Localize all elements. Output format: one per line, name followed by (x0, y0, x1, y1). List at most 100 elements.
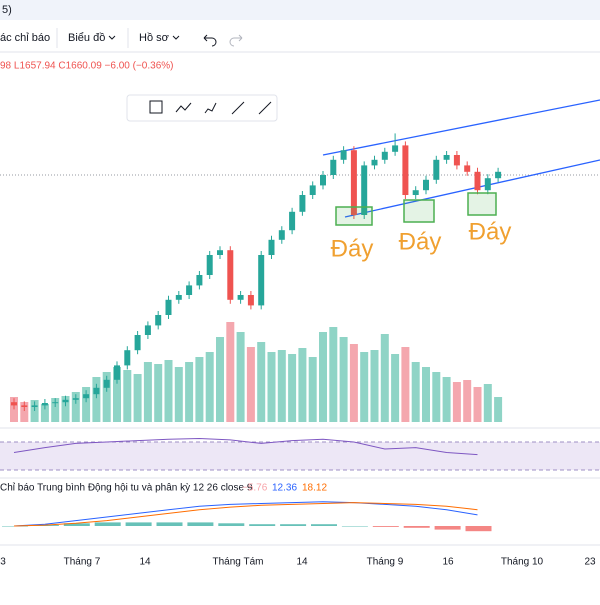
volume-bar (349, 344, 358, 422)
macd-histogram (280, 524, 307, 526)
undo-button[interactable] (203, 34, 217, 47)
volume-bar (360, 352, 369, 422)
chevron (108, 35, 116, 40)
volume-bar (246, 347, 255, 422)
candle-body (186, 285, 193, 295)
macd-histogram (218, 523, 245, 526)
volume-bar (329, 327, 338, 422)
tool-line[interactable] (231, 101, 245, 115)
volume-bar (452, 382, 461, 422)
volume-bar (308, 357, 317, 422)
candle-body (41, 403, 48, 406)
macd-histogram (187, 522, 214, 526)
candle-body (392, 145, 399, 152)
macd-histogram (249, 524, 276, 526)
volume-bar (370, 350, 379, 422)
candle-body (330, 159, 337, 175)
bottom-box (335, 206, 373, 226)
candle-body (52, 402, 59, 404)
annotation: Đáy (331, 235, 374, 262)
candle-body (464, 165, 471, 172)
volume-bar (463, 380, 472, 422)
volume-bar (20, 402, 29, 422)
candle-body (21, 405, 28, 407)
candle-body (237, 295, 244, 300)
x-tick-label: Tháng 10 (501, 557, 544, 568)
candle-body (309, 185, 316, 195)
candle-body (31, 405, 38, 407)
x-tick-label: Tháng 7 (64, 557, 101, 568)
candle-body (453, 155, 460, 166)
x-tick-label: 14 (139, 557, 151, 568)
volume-bar (154, 364, 163, 422)
x-tick-label: 16 (442, 557, 454, 568)
volume-bar (422, 367, 430, 422)
tool-polyline[interactable] (204, 102, 217, 114)
candle-body (381, 151, 388, 160)
volume-bar (185, 362, 194, 422)
volume-bar (257, 342, 266, 422)
tab-bar (0, 0, 600, 20)
candle-body (484, 178, 491, 191)
drawing-toolbar (126, 94, 278, 122)
candle-body (11, 402, 17, 406)
candle-body (134, 335, 141, 351)
candle-body (361, 165, 368, 215)
candle-body (412, 190, 419, 195)
profile-button[interactable]: Hồ sơ (139, 32, 169, 44)
candle-body (299, 195, 306, 212)
chevron (172, 35, 180, 40)
x-tick-label: Tháng 9 (367, 557, 404, 568)
candle-body (103, 379, 110, 388)
macd-label: Chỉ báo Trung bình Động hội tu và phân k… (0, 482, 253, 494)
volume-bar (113, 367, 121, 422)
candle-body (83, 394, 90, 399)
volume-bar (51, 398, 60, 422)
volume-bar (40, 404, 49, 422)
volume-bar (195, 357, 204, 422)
volume-bar (10, 397, 18, 422)
candle-body (72, 398, 79, 400)
candle-body (402, 145, 409, 195)
volume-bar (339, 337, 348, 422)
volume-bar (380, 334, 389, 422)
indicators-button[interactable]: ác chỉ báo (0, 32, 50, 44)
candle-body (175, 295, 182, 300)
volume-bar (226, 322, 235, 422)
volume-bar (82, 387, 91, 422)
macd-histogram (94, 522, 121, 526)
tab-title[interactable]: 5) (2, 4, 12, 16)
macd-histogram (156, 522, 183, 526)
bottom-box (467, 192, 497, 216)
bottom-box (403, 199, 435, 223)
redo-button[interactable] (229, 34, 243, 47)
x-tick-label: 3 (0, 557, 6, 568)
candle-body (62, 399, 69, 403)
candle-body (93, 387, 100, 395)
volume-bar (277, 350, 286, 422)
volume-bar (216, 337, 224, 422)
macd-line (13, 501, 478, 527)
candle-body (320, 175, 326, 186)
candle-body (443, 155, 450, 160)
volume-bar (123, 370, 132, 422)
volume-bar (288, 354, 297, 422)
tool-path[interactable] (175, 102, 192, 113)
volume-bar (71, 392, 80, 422)
macd-histogram (341, 526, 368, 527)
volume-bar (473, 387, 482, 422)
candle-body (289, 211, 296, 231)
volume-bar (494, 397, 503, 422)
tool-ray[interactable] (258, 101, 272, 115)
volume-bar (61, 396, 70, 422)
candle-body (206, 255, 213, 275)
rsi-band (0, 442, 600, 470)
tool-rectangle[interactable] (149, 100, 163, 114)
rsi-line (13, 437, 478, 456)
trend-line (322, 99, 600, 156)
chart-button[interactable]: Biểu đồ (68, 32, 105, 44)
volume-bar (102, 372, 111, 422)
candle-body (144, 325, 151, 335)
volume-bar (319, 332, 327, 422)
candle-body (155, 315, 162, 326)
